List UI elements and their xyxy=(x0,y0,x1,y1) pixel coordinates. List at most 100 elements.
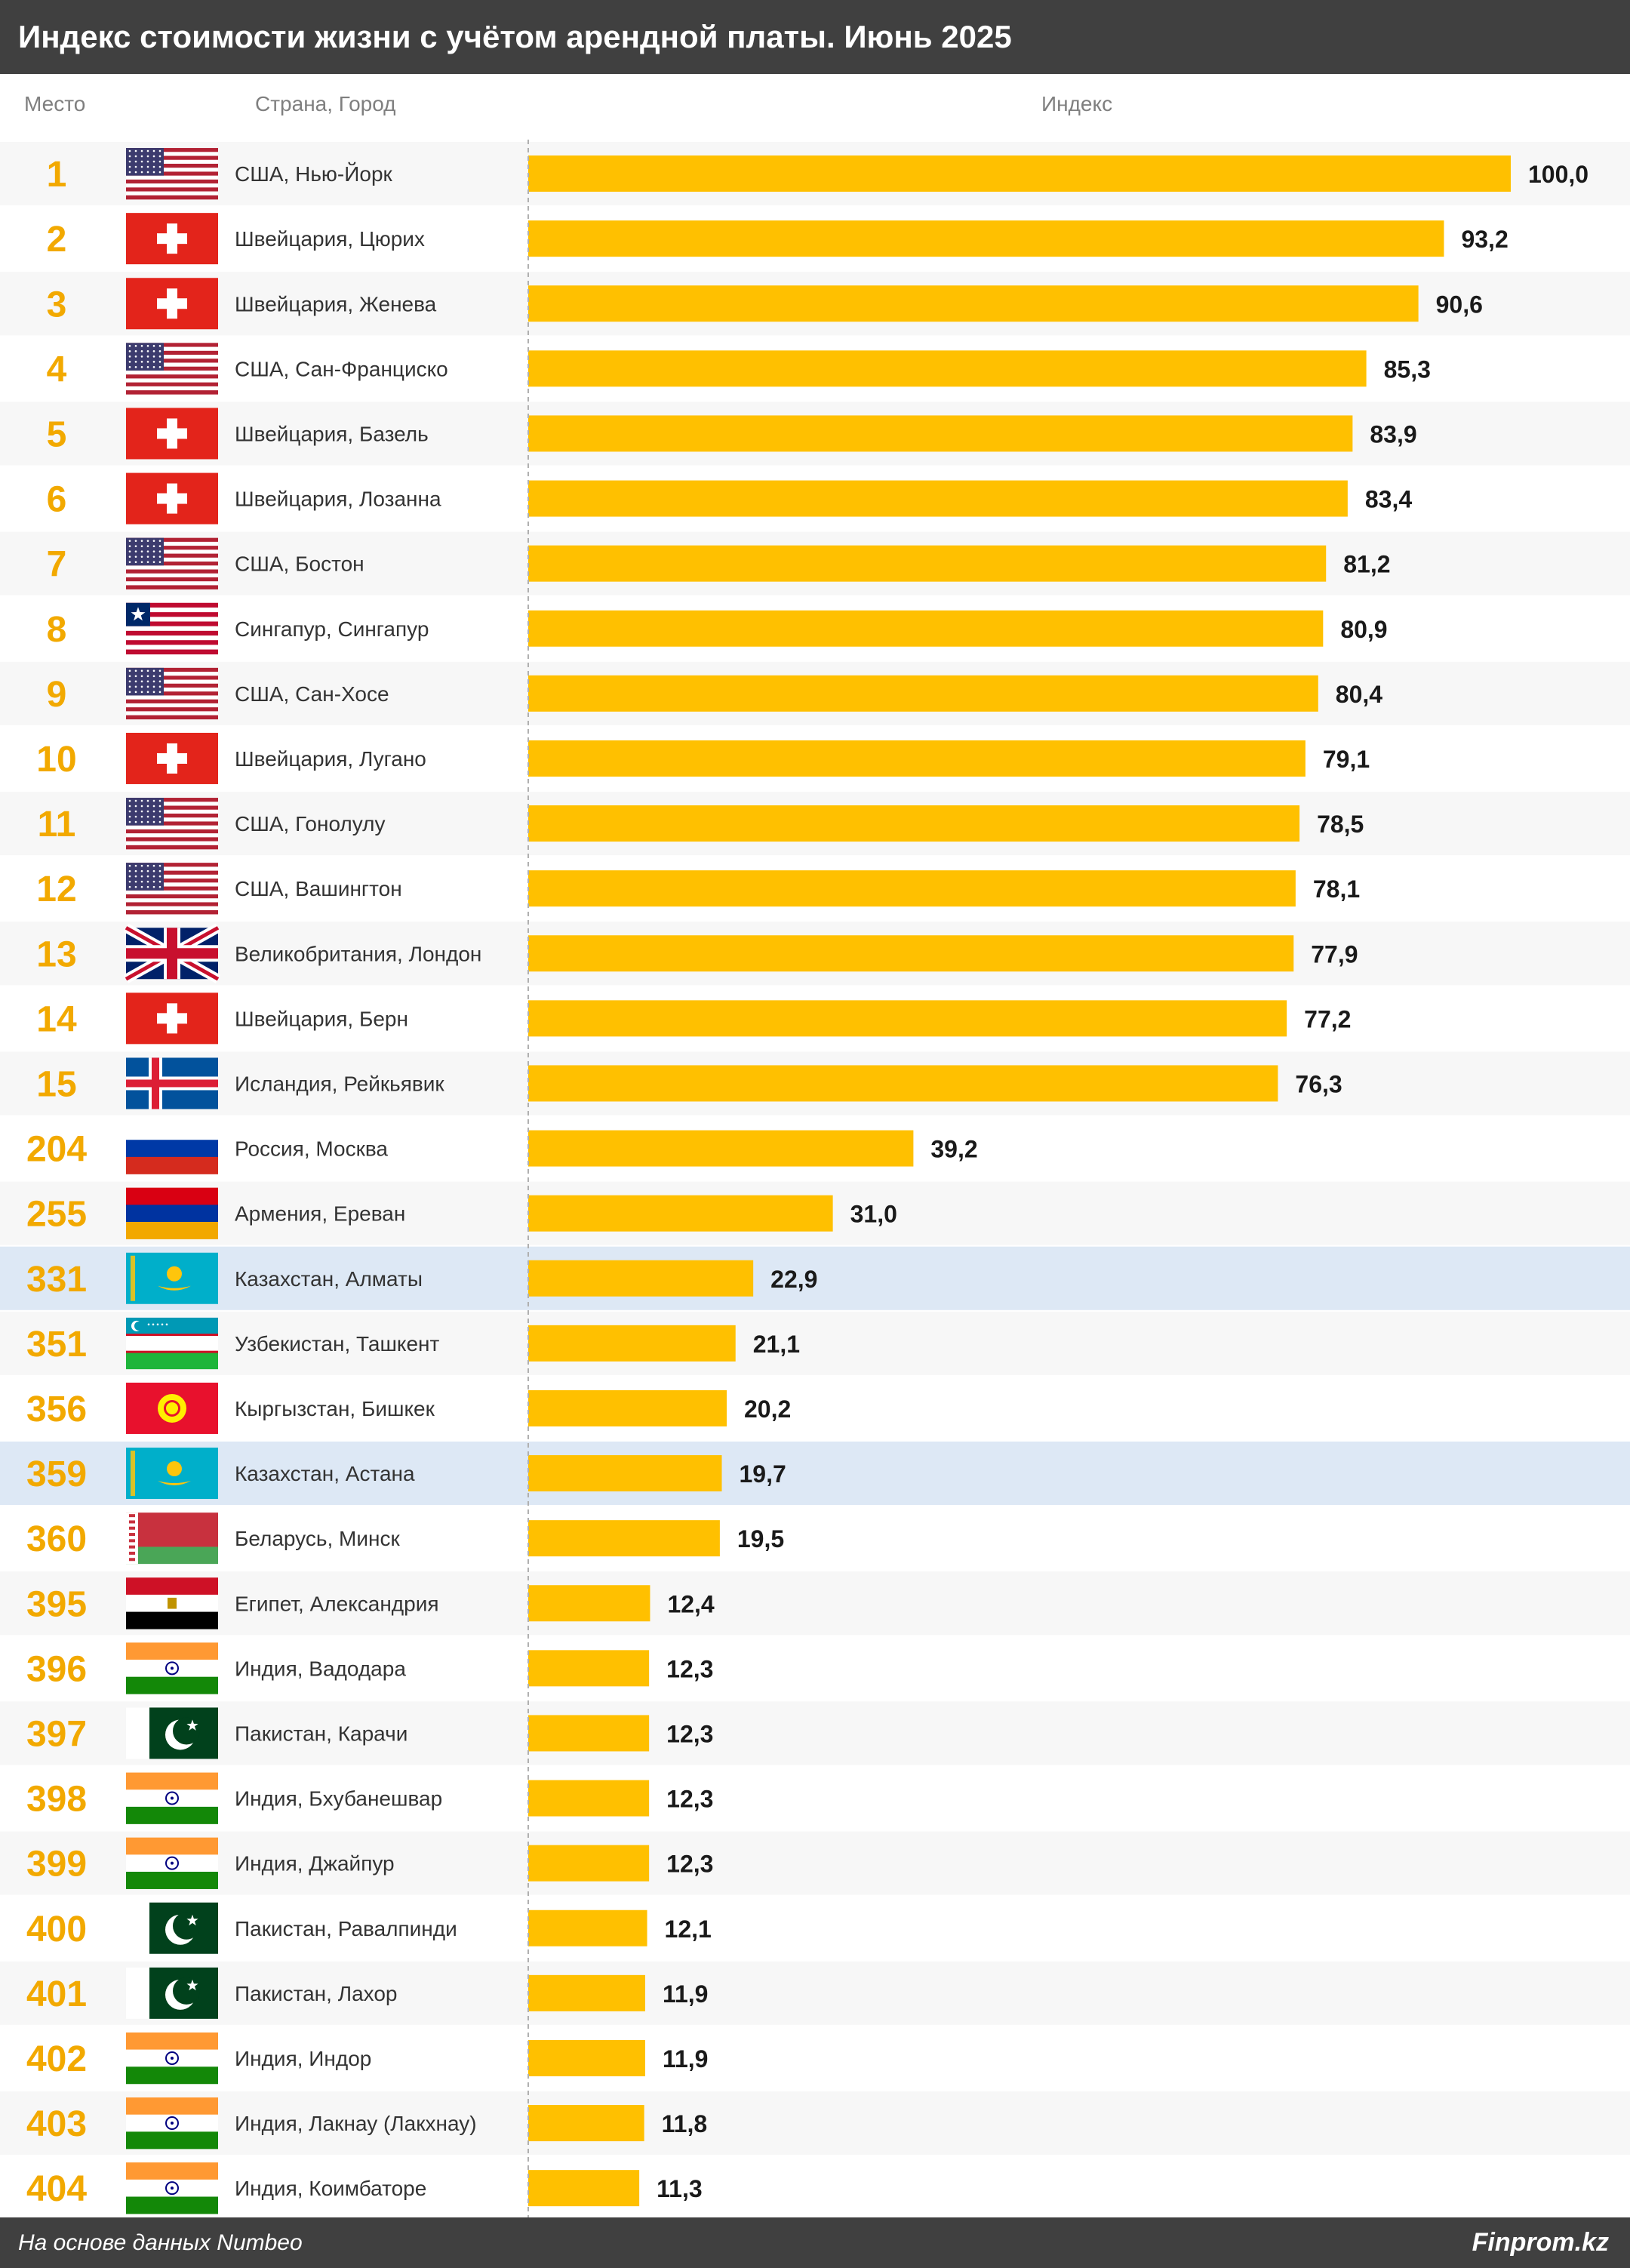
us-flag-icon xyxy=(126,343,218,395)
value-label: 19,7 xyxy=(739,1460,786,1488)
chart-row: 10 Швейцария, Лугано 79,1 xyxy=(0,726,1630,790)
rank-label: 6 xyxy=(47,480,67,520)
city-label: Исландия, Рейкьявик xyxy=(235,1072,444,1095)
bar xyxy=(528,1909,647,1946)
rank-label: 11 xyxy=(38,805,76,845)
bar xyxy=(528,805,1300,842)
swiss-flag-icon xyxy=(126,278,218,330)
value-label: 21,1 xyxy=(753,1331,800,1358)
city-label: Сингапур, Сингапур xyxy=(235,617,429,641)
chart-row: 331 Казахстан, Алматы 22,9 xyxy=(0,1246,1630,1310)
egypt-flag-icon xyxy=(126,1577,218,1629)
bar xyxy=(528,1650,650,1687)
us-flag-icon xyxy=(126,537,218,589)
bar xyxy=(528,1780,650,1817)
rank-label: 4 xyxy=(47,349,67,389)
swiss-flag-icon xyxy=(126,732,218,784)
city-label: Пакистан, Равалпинди xyxy=(235,1917,457,1940)
chart-title: Индекс стоимости жизни с учётом арендной… xyxy=(0,0,1630,74)
chart-row: 402 Индия, Индор 11,9 xyxy=(0,2026,1630,2090)
india-flag-icon xyxy=(126,2097,218,2150)
chart-row: 403 Индия, Лакнау (Лакхнау) 11,8 xyxy=(0,2091,1630,2156)
row-background xyxy=(0,2091,1630,2156)
chart-row: 351 Узбекистан, Ташкент 21,1 xyxy=(0,1311,1630,1375)
chart-row: 12 США, Вашингтон 78,1 xyxy=(0,857,1630,921)
city-label: Индия, Индор xyxy=(235,2047,371,2070)
column-header-index: Индекс xyxy=(1041,92,1113,115)
row-background xyxy=(0,1246,1630,1310)
bar xyxy=(528,1585,650,1622)
chart-row: 401 Пакистан, Лахор 11,9 xyxy=(0,1961,1630,2025)
rank-label: 398 xyxy=(26,1780,87,1820)
value-label: 11,8 xyxy=(662,2110,708,2137)
us-flag-icon xyxy=(126,148,218,200)
city-label: Казахстан, Алматы xyxy=(235,1267,423,1291)
value-label: 19,5 xyxy=(737,1525,784,1553)
rank-label: 14 xyxy=(36,999,77,1039)
city-label: Швейцария, Цюрих xyxy=(235,227,425,251)
rank-label: 1 xyxy=(47,155,67,195)
city-label: Швейцария, Лозанна xyxy=(235,488,441,511)
row-background xyxy=(0,1442,1630,1506)
kazakhstan-flag-icon xyxy=(126,1252,218,1304)
city-label: Индия, Вадодара xyxy=(235,1657,406,1680)
liberia-flag-icon xyxy=(126,602,218,655)
bar xyxy=(528,2039,645,2076)
chart-row: 14 Швейцария, Берн 77,2 xyxy=(0,986,1630,1051)
rank-label: 395 xyxy=(26,1584,87,1624)
pakistan-flag-icon xyxy=(126,1707,218,1759)
rank-label: 8 xyxy=(47,610,67,650)
value-label: 100,0 xyxy=(1528,161,1588,188)
chart-row: 396 Индия, Вадодара 12,3 xyxy=(0,1636,1630,1700)
rank-label: 400 xyxy=(26,1909,87,1949)
bar xyxy=(528,675,1318,712)
bar xyxy=(528,1260,754,1297)
bar xyxy=(528,1000,1287,1037)
row-background xyxy=(0,1376,1630,1440)
bar xyxy=(528,740,1306,777)
rank-label: 396 xyxy=(26,1649,87,1689)
india-flag-icon xyxy=(126,1642,218,1694)
brand-logo: Finprom.kz xyxy=(1472,2228,1609,2257)
rank-label: 401 xyxy=(26,1974,87,2014)
bar xyxy=(528,1520,720,1557)
value-label: 79,1 xyxy=(1323,746,1370,773)
bar xyxy=(528,220,1444,257)
city-label: Индия, Лакнау (Лакхнау) xyxy=(235,2112,477,2135)
chart-row: 255 Армения, Ереван 31,0 xyxy=(0,1181,1630,1245)
city-label: Кыргызстан, Бишкек xyxy=(235,1397,435,1420)
swiss-flag-icon xyxy=(126,408,218,460)
rank-label: 356 xyxy=(26,1389,87,1429)
bar xyxy=(528,2105,644,2142)
rank-label: 255 xyxy=(26,1195,87,1235)
value-label: 76,3 xyxy=(1295,1070,1342,1097)
rank-label: 15 xyxy=(36,1064,76,1104)
city-label: Узбекистан, Ташкент xyxy=(235,1332,440,1356)
value-label: 12,3 xyxy=(666,1851,713,1878)
uzbekistan-flag-icon xyxy=(126,1317,218,1370)
city-label: Швейцария, Лугано xyxy=(235,747,426,771)
rank-label: 7 xyxy=(47,545,67,585)
city-label: Пакистан, Лахор xyxy=(235,1982,397,2005)
chart-row: 8 Сингапур, Сингапур 80,9 xyxy=(0,596,1630,660)
row-background xyxy=(0,2156,1630,2217)
city-label: Россия, Москва xyxy=(235,1137,388,1161)
belarus-flag-icon xyxy=(126,1513,218,1565)
value-label: 83,4 xyxy=(1365,486,1412,513)
bar xyxy=(528,545,1327,582)
chart-row: 400 Пакистан, Равалпинди 12,1 xyxy=(0,1896,1630,1960)
india-flag-icon xyxy=(126,1772,218,1824)
india-flag-icon xyxy=(126,2162,218,2214)
chart-row: 9 США, Сан-Хосе 80,4 xyxy=(0,661,1630,725)
bar xyxy=(528,1195,833,1232)
value-label: 80,9 xyxy=(1340,616,1387,643)
bar xyxy=(528,285,1419,322)
city-label: США, Нью-Йорк xyxy=(235,162,393,186)
rank-label: 403 xyxy=(26,2104,87,2144)
bar xyxy=(528,1325,736,1362)
swiss-flag-icon xyxy=(126,472,218,525)
bar xyxy=(528,1130,914,1167)
chart-row: 360 Беларусь, Минск 19,5 xyxy=(0,1506,1630,1571)
bar xyxy=(528,1455,722,1492)
city-label: Пакистан, Карачи xyxy=(235,1722,408,1745)
